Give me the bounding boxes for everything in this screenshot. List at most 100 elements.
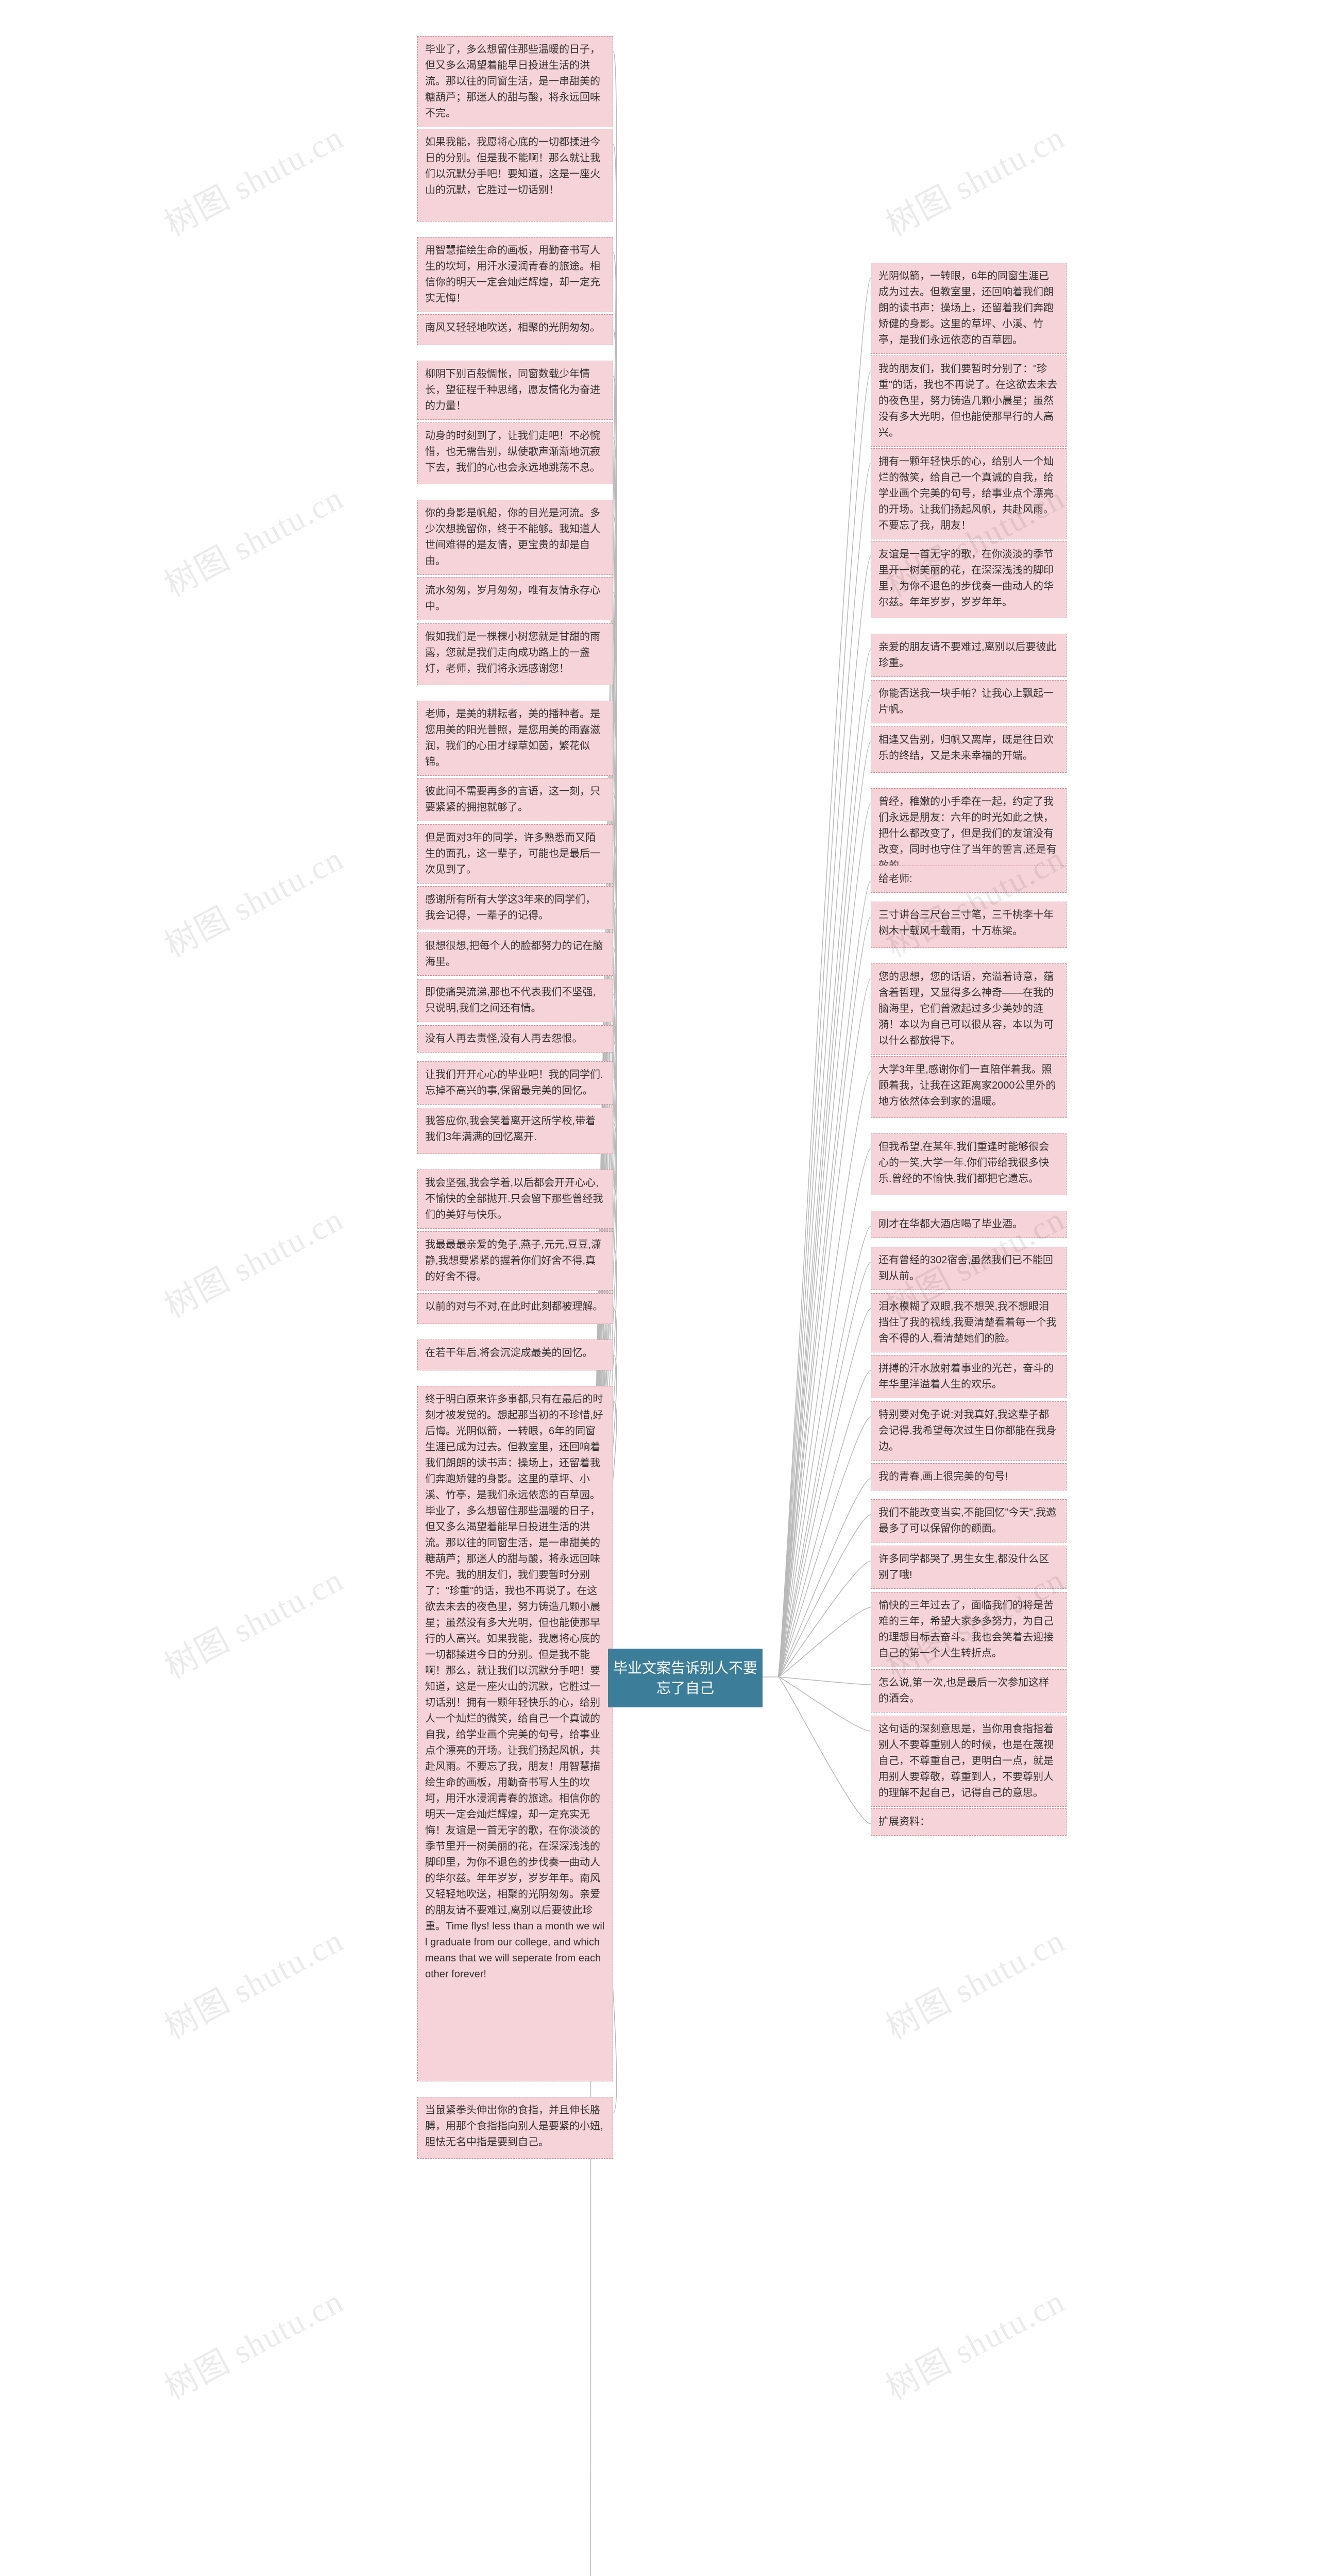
right-node-14: 还有曾经的302宿舍,虽然我们已不能回到从前。 [871,1247,1067,1290]
node-text: 我的朋友们，我们要暂时分别了："珍重"的话，我也不再说了。在这欲去未去的夜色里，… [878,363,1057,438]
left-node-23: 当鼠紧拳头伸出你的食指，并且伸长胳膊，用那个食指指向别人是要紧的小妞,胆怯无名中… [417,2097,613,2159]
left-node-17: 我答应你,我会笑着离开这所学校,带着我们3年满满的回忆离开. [417,1108,613,1154]
right-node-8: 给老师: [871,866,1067,893]
right-node-15: 泪水模糊了双眼,我不想哭,我不想眼泪挡住了我的视线,我要清楚看着每一个我舍不得的… [871,1293,1067,1352]
right-node-3: 友谊是一首无字的歌，在你淡淡的季节里开一树美丽的花，在深深浅浅的脚印里，为你不退… [871,541,1067,618]
left-node-9: 老师，是美的耕耘者，美的播种者。是您用美的阳光普照，是您用美的雨露滋润，我们的心… [417,701,613,776]
left-node-5: 动身的时刻到了，让我们走吧！不必惋惜，也无需告别，纵使歌声渐渐地沉寂下去，我们的… [417,422,613,484]
left-node-16: 让我们开开心心的毕业吧！我的同学们.忘掉不高兴的事,保留最完美的回忆。 [417,1061,613,1105]
node-text: 让我们开开心心的毕业吧！我的同学们.忘掉不高兴的事,保留最完美的回忆。 [425,1069,603,1096]
left-node-11: 但是面对3年的同学，许多熟悉而又陌生的面孔，这一辈子，可能也是最后一次见到了。 [417,824,613,884]
node-text: 这句话的深刻意思是，当你用食指指着别人不要尊重别人的时候，也是在蔑视自己，不尊重… [878,1723,1054,1799]
right-node-5: 你能否送我一块手帕？让我心上飘起一片帆。 [871,680,1067,723]
node-text: 感谢所有所有大学这3年来的同学们，我会记得，一辈子的记得。 [425,894,596,921]
left-node-21: 在若干年后,将会沉淀成最美的回忆。 [417,1340,613,1370]
node-text: 如果我能，我愿将心底的一切都揉进今日的分别。但是我不能啊！那么就让我们以沉默分手… [425,137,600,196]
left-node-1: 如果我能，我愿将心底的一切都揉进今日的分别。但是我不能啊！那么就让我们以沉默分手… [417,129,613,222]
node-text: 终于明白原来许多事都,只有在最后的时刻才被发觉的。想起那当初的不珍惜,好后悔。光… [425,1394,604,1980]
left-node-6: 你的身影是帆船，你的目光是河流。多少次想挽留你，终于不能够。我知道人世间难得的是… [417,500,613,575]
node-text: 光阴似箭，一转眼，6年的同窗生涯已成为过去。但教室里，还回响着我们朗朗的读书声：… [878,270,1054,346]
right-node-23: 这句话的深刻意思是，当你用食指指着别人不要尊重别人的时候，也是在蔑视自己，不尊重… [871,1716,1067,1807]
right-node-2: 拥有一颗年轻快乐的心，给别人一个灿烂的微笑，给自己一个真诚的自我，给学业画个完美… [871,448,1067,539]
right-node-4: 亲爱的朋友请不要难过,离别以后要彼此珍重。 [871,634,1067,677]
right-node-11: 大学3年里,感谢你们一直陪伴着我。照顾着我，让我在这距离家2000公里外的地方依… [871,1056,1067,1118]
node-text: 很想很想,把每个人的脸都努力的记在脑海里。 [425,940,603,968]
right-node-0: 光阴似箭，一转眼，6年的同窗生涯已成为过去。但教室里，还回响着我们朗朗的读书声：… [871,263,1067,354]
node-text: 特别要对兔子说:对我真好,我这辈子都会记得.我希望每次过生日你都能在我身边。 [878,1409,1057,1452]
node-text: 我会坚强,我会学着,以后都会开开心心,不愉快的全部抛开.只会留下那些曾经我们的美… [425,1177,603,1221]
node-text: 用智慧描绘生命的画板，用勤奋书写人生的坎坷，用汗水浸润青春的旅途。相信你的明天一… [425,245,600,304]
right-node-21: 愉快的三年过去了，面临我们的将是苦难的三年，希望大家多多努力，为自己的理想目标去… [871,1592,1067,1667]
left-node-10: 彼此间不需要再多的言语，这一刻，只要紧紧的拥抱就够了。 [417,778,613,821]
node-text: 我的青春,画上很完美的句号! [878,1471,1008,1482]
node-text: 泪水模糊了双眼,我不想哭,我不想眼泪挡住了我的视线,我要清楚看着每一个我舍不得的… [878,1301,1057,1344]
node-text: 怎么说,第一次,也是最后一次参加这样的酒会。 [878,1677,1049,1704]
center-node: 毕业文案告诉别人不要忘了自己 [608,1649,763,1707]
right-node-18: 我的青春,画上很完美的句号! [871,1463,1067,1490]
left-node-7: 流水匆匆，岁月匆匆，唯有友情永存心中。 [417,577,613,620]
node-text: 没有人再去责怪,没有人再去怨恨。 [425,1033,583,1044]
right-node-20: 许多同学都哭了,男生女生,都没什么区别了哦! [871,1546,1067,1589]
right-node-9: 三寸讲台三尺台三寸笔，三千桃李十年树木十载风十载雨，十万栋梁。 [871,902,1067,948]
node-text: 但我希望,在某年,我们重逢时能够很会心的一笑,大学一年.你们带给我很多快乐.曾经… [878,1141,1049,1184]
node-text: 拼搏的汗水放射着事业的光芒，奋斗的年华里洋溢着人生的欢乐。 [878,1363,1054,1390]
right-node-22: 怎么说,第一次,也是最后一次参加这样的酒会。 [871,1669,1067,1713]
left-node-18: 我会坚强,我会学着,以后都会开开心心,不愉快的全部抛开.只会留下那些曾经我们的美… [417,1170,613,1229]
node-text: 南风又轻轻地吹送，相聚的光阴匆匆。 [425,322,600,333]
connector-lines [0,0,1319,2576]
node-text: 假如我们是一棵棵小树您就是甘甜的雨露，您就是我们走向成功路上的一盏灯，老师，我们… [425,631,600,674]
right-node-10: 您的思想，您的话语，充溢着诗意，蕴含着哲理，又显得多么神奇——在我的脑海里，它们… [871,963,1067,1055]
left-node-15: 没有人再去责怪,没有人再去怨恨。 [417,1025,613,1053]
left-node-14: 即使痛哭流涕,那也不代表我们不坚强,只说明,我们之间还有情。 [417,979,613,1022]
right-node-16: 拼搏的汗水放射着事业的光芒，奋斗的年华里洋溢着人生的欢乐。 [871,1355,1067,1398]
right-node-13: 刚才在华都大酒店喝了毕业酒。 [871,1211,1067,1238]
left-node-12: 感谢所有所有大学这3年来的同学们，我会记得，一辈子的记得。 [417,886,613,929]
right-node-1: 我的朋友们，我们要暂时分别了："珍重"的话，我也不再说了。在这欲去未去的夜色里，… [871,355,1067,447]
right-node-17: 特别要对兔子说:对我真好,我这辈子都会记得.我希望每次过生日你都能在我身边。 [871,1401,1067,1461]
node-text: 柳阴下别百般惆怅，同窗数载少年情长，望征程千种思绪，愿友情化为奋进的力量！ [425,368,600,412]
right-node-6: 相逢又告别，归帆又离岸，既是往日欢乐的终结，又是未来幸福的开端。 [871,726,1067,773]
node-text: 曾经，稚嫩的小手牵在一起，约定了我们永远是朋友：六年的时光如此之快，把什么都改变… [878,796,1057,871]
left-node-0: 毕业了，多么想留住那些温暖的日子，但又多么渴望着能早日投进生活的洪流。那以往的同… [417,36,613,127]
center-label: 毕业文案告诉别人不要忘了自己 [613,1660,757,1696]
node-text: 动身的时刻到了，让我们走吧！不必惋惜，也无需告别，纵使歌声渐渐地沉寂下去，我们的… [425,430,600,473]
right-node-24: 扩展资料： [871,1808,1067,1836]
node-text: 我答应你,我会笑着离开这所学校,带着我们3年满满的回忆离开. [425,1115,596,1143]
node-text: 相逢又告别，归帆又离岸，既是往日欢乐的终结，又是未来幸福的开端。 [878,734,1054,761]
left-node-20: 以前的对与不对,在此时此刻都被理解。 [417,1293,613,1324]
node-text: 还有曾经的302宿舍,虽然我们已不能回到从前。 [878,1255,1053,1282]
left-node-2: 用智慧描绘生命的画板，用勤奋书写人生的坎坷，用汗水浸润青春的旅途。相信你的明天一… [417,237,613,312]
node-text: 许多同学都哭了,男生女生,都没什么区别了哦! [878,1553,1049,1581]
node-text: 以前的对与不对,在此时此刻都被理解。 [425,1301,603,1312]
node-text: 给老师: [878,873,912,885]
node-text: 扩展资料： [878,1816,930,1827]
right-node-12: 但我希望,在某年,我们重逢时能够很会心的一笑,大学一年.你们带给我很多快乐.曾经… [871,1133,1067,1195]
node-text: 彼此间不需要再多的言语，这一刻，只要紧紧的拥抱就够了。 [425,786,600,813]
left-node-22: 终于明白原来许多事都,只有在最后的时刻才被发觉的。想起那当初的不珍惜,好后悔。光… [417,1386,613,2081]
node-text: 毕业了，多么想留住那些温暖的日子，但又多么渴望着能早日投进生活的洪流。那以往的同… [425,44,600,119]
node-text: 在若干年后,将会沉淀成最美的回忆。 [425,1347,593,1359]
left-node-3: 南风又轻轻地吹送，相聚的光阴匆匆。 [417,314,613,345]
node-text: 你能否送我一块手帕？让我心上飘起一片帆。 [878,688,1054,715]
node-text: 拥有一颗年轻快乐的心，给别人一个灿烂的微笑，给自己一个真诚的自我，给学业画个完美… [878,456,1054,531]
left-node-19: 我最最最亲爱的兔子,燕子,元元,豆豆,潇静,我想要紧紧的握着你们好舍不得,真的好… [417,1231,613,1291]
left-node-4: 柳阴下别百般惆怅，同窗数载少年情长，望征程千种思绪，愿友情化为奋进的力量！ [417,361,613,420]
node-text: 愉快的三年过去了，面临我们的将是苦难的三年，希望大家多多努力，为自己的理想目标去… [878,1600,1054,1659]
node-text: 你的身影是帆船，你的目光是河流。多少次想挽留你，终于不能够。我知道人世间难得的是… [425,507,600,567]
left-node-13: 很想很想,把每个人的脸都努力的记在脑海里。 [417,933,613,976]
right-node-19: 我们不能改变当实,不能回忆"今天",我邀最多了可以保留你的颜面。 [871,1499,1067,1543]
node-text: 当鼠紧拳头伸出你的食指，并且伸长胳膊，用那个食指指向别人是要紧的小妞,胆怯无名中… [425,2105,603,2148]
node-text: 流水匆匆，岁月匆匆，唯有友情永存心中。 [425,585,600,612]
node-text: 我们不能改变当实,不能回忆"今天",我邀最多了可以保留你的颜面。 [878,1507,1056,1534]
node-text: 即使痛哭流涕,那也不代表我们不坚强,只说明,我们之间还有情。 [425,987,596,1014]
node-text: 我最最最亲爱的兔子,燕子,元元,豆豆,潇静,我想要紧紧的握着你们好舍不得,真的好… [425,1239,601,1282]
node-text: 老师，是美的耕耘者，美的播种者。是您用美的阳光普照，是您用美的雨露滋润，我们的心… [425,708,600,768]
node-text: 友谊是一首无字的歌，在你淡淡的季节里开一树美丽的花，在深深浅浅的脚印里，为你不退… [878,549,1054,608]
node-text: 您的思想，您的话语，充溢着诗意，蕴含着哲理，又显得多么神奇——在我的脑海里，它们… [878,971,1054,1046]
left-node-8: 假如我们是一棵棵小树您就是甘甜的雨露，您就是我们走向成功路上的一盏灯，老师，我们… [417,623,613,685]
node-text: 三寸讲台三尺台三寸笔，三千桃李十年树木十载风十载雨，十万栋梁。 [878,909,1054,937]
node-text: 亲爱的朋友请不要难过,离别以后要彼此珍重。 [878,641,1057,669]
node-text: 刚才在华都大酒店喝了毕业酒。 [878,1218,1023,1230]
node-text: 但是面对3年的同学，许多熟悉而又陌生的面孔，这一辈子，可能也是最后一次见到了。 [425,832,600,875]
node-text: 大学3年里,感谢你们一直陪伴着我。照顾着我，让我在这距离家2000公里外的地方依… [878,1064,1056,1107]
